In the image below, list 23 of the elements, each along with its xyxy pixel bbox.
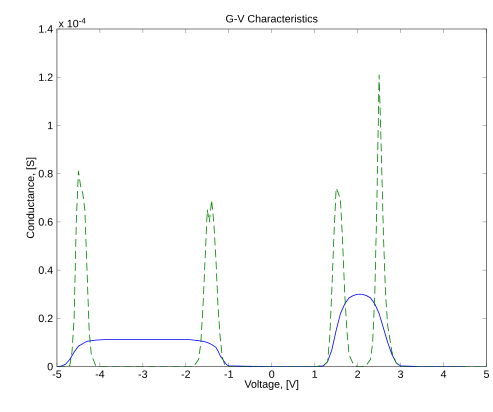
y-axis-title: Conductance, [S]: [26, 158, 36, 238]
x-tick-label: -2: [182, 370, 190, 378]
y-tick-label: 0.8: [38, 170, 53, 178]
x-tick-label: 0: [269, 370, 274, 378]
chart-title: G-V Characteristics: [226, 14, 318, 23]
x-tick-label: -4: [96, 370, 104, 378]
x-tick-label: 3: [398, 370, 404, 378]
y-tick-label: 0.2: [38, 314, 53, 322]
text: x 10$^{-4}$: [58, 18, 86, 28]
x-tick-label: -3: [138, 370, 148, 378]
y-tick-label: 0.6: [38, 218, 53, 226]
x-tick-label: 2: [355, 370, 360, 378]
y-tick-label: 1.4: [39, 26, 53, 33]
y-tick-label: 0: [48, 363, 53, 371]
y-tick-label: 0.4: [38, 266, 53, 274]
x-tick-label: 4: [440, 370, 446, 378]
x-axis-title: Voltage, [V]: [244, 380, 298, 390]
x-tick-label: -1: [224, 370, 233, 378]
x-tick-label: 1: [312, 370, 318, 378]
y-tick-label: 1: [48, 122, 53, 130]
x-tick-label: -5: [52, 370, 62, 378]
x-tick-label: 5: [484, 370, 490, 378]
y-tick-label: 1.2: [39, 74, 53, 82]
